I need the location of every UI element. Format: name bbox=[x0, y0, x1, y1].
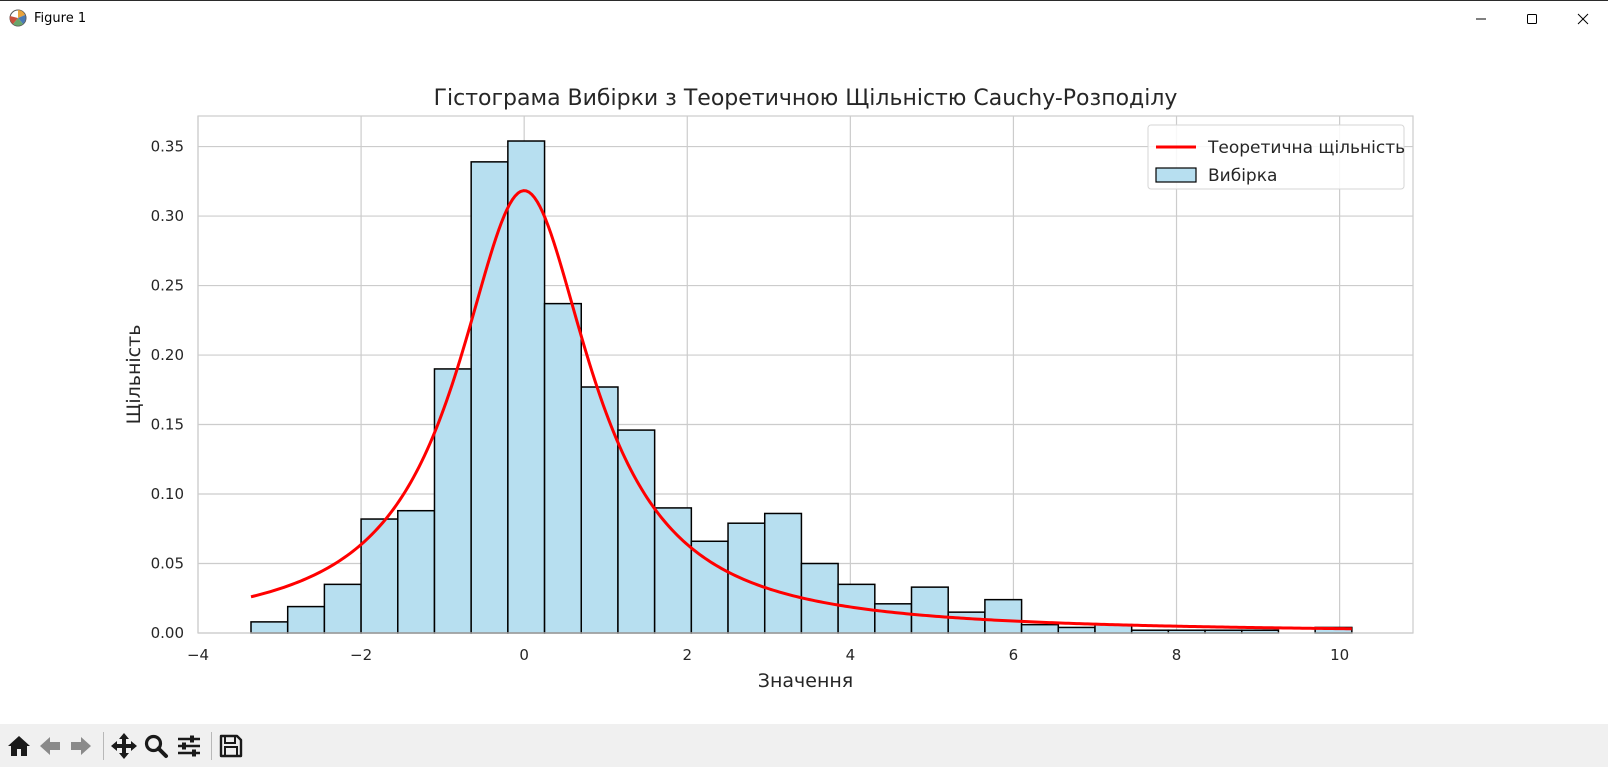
legend-patch-swatch bbox=[1155, 167, 1197, 183]
x-tick-label: 4 bbox=[846, 646, 856, 664]
tick-labels: −4 −2 0 2 4 6 8 10 0.00 0.05 0.10 0.15 0.20 0.25 0.30 0… bbox=[151, 138, 1350, 664]
histogram-bar bbox=[690, 540, 729, 634]
minimize-icon bbox=[1476, 18, 1486, 20]
histogram-bar bbox=[874, 603, 913, 634]
legend: Теоретична щільність Вибірка bbox=[1147, 124, 1405, 190]
histogram-bars bbox=[250, 140, 1353, 634]
pan-button[interactable] bbox=[109, 731, 139, 761]
x-tick-label: 10 bbox=[1330, 646, 1349, 664]
histogram-bar bbox=[433, 368, 472, 634]
axes-frame bbox=[197, 115, 1414, 634]
histogram-bar bbox=[580, 386, 619, 634]
histogram-bar bbox=[543, 302, 583, 634]
histogram-bar bbox=[1057, 626, 1096, 634]
y-tick-label: 0.15 bbox=[151, 416, 184, 434]
histogram-bar bbox=[323, 583, 362, 634]
matplotlib-icon bbox=[9, 9, 27, 27]
histogram-bar bbox=[397, 509, 436, 634]
density-curve bbox=[250, 189, 1352, 631]
legend-curve-label: Теоретична щільність bbox=[1207, 138, 1405, 158]
figure-canvas[interactable]: −4 −2 0 2 4 6 8 10 0.00 0.05 0.10 0.15 0.20 0.25 0.30 0… bbox=[0, 36, 1608, 724]
forward-button[interactable] bbox=[66, 731, 96, 761]
toolbar-separator bbox=[211, 732, 212, 760]
maximize-button[interactable] bbox=[1507, 1, 1557, 37]
histogram-bar bbox=[617, 429, 656, 634]
legend-histogram-label: Вибірка bbox=[1208, 166, 1277, 186]
x-tick-label: 6 bbox=[1009, 646, 1019, 664]
legend-box bbox=[1147, 124, 1405, 190]
histogram-bar bbox=[286, 605, 326, 634]
x-tick-label: 2 bbox=[682, 646, 692, 664]
y-tick-label: 0.35 bbox=[151, 138, 184, 156]
x-axis-label: Значення bbox=[758, 670, 853, 692]
chart-title: Гістограма Вибірки з Теоретичною Щільніс… bbox=[434, 86, 1178, 111]
save-icon bbox=[219, 734, 243, 758]
density-curve-layer bbox=[250, 189, 1352, 631]
y-tick-label: 0.20 bbox=[151, 346, 184, 364]
y-tick-label: 0.05 bbox=[151, 555, 184, 573]
y-tick-label: 0.00 bbox=[151, 624, 184, 642]
home-icon bbox=[8, 736, 30, 756]
histogram-bar bbox=[507, 140, 546, 634]
histogram-bar bbox=[727, 522, 766, 634]
pan-icon bbox=[111, 733, 137, 759]
x-tick-label: −4 bbox=[187, 646, 209, 664]
back-arrow-icon bbox=[40, 737, 60, 755]
navigation-toolbar bbox=[0, 724, 1608, 767]
forward-arrow-icon bbox=[71, 737, 91, 755]
close-button[interactable] bbox=[1558, 1, 1608, 37]
save-button[interactable] bbox=[216, 731, 246, 761]
configure-subplots-icon bbox=[178, 735, 200, 757]
y-tick-label: 0.30 bbox=[151, 207, 184, 225]
histogram-bar bbox=[947, 611, 986, 634]
histogram-bar bbox=[910, 586, 949, 634]
minimize-button[interactable] bbox=[1456, 1, 1506, 37]
zoom-button[interactable] bbox=[141, 731, 171, 761]
toolbar-separator bbox=[103, 732, 104, 760]
close-icon bbox=[1577, 13, 1589, 25]
histogram-bar bbox=[250, 621, 289, 634]
histogram-bar bbox=[763, 512, 803, 634]
x-tick-label: −2 bbox=[350, 646, 372, 664]
histogram-bar bbox=[470, 161, 509, 634]
home-button[interactable] bbox=[4, 731, 34, 761]
y-axis-label: Щільність bbox=[123, 325, 145, 425]
y-tick-label: 0.25 bbox=[151, 277, 184, 295]
y-tick-label: 0.10 bbox=[151, 485, 184, 503]
window-title: Figure 1 bbox=[34, 11, 87, 26]
back-button[interactable] bbox=[35, 731, 65, 761]
x-tick-label: 0 bbox=[519, 646, 529, 664]
histogram-bar bbox=[1020, 623, 1060, 634]
configure-subplots-button[interactable] bbox=[174, 731, 204, 761]
window-titlebar: Figure 1 bbox=[0, 0, 1608, 36]
histogram-bar bbox=[360, 518, 399, 634]
x-tick-label: 8 bbox=[1172, 646, 1182, 664]
histogram-bar bbox=[984, 598, 1023, 634]
maximize-icon bbox=[1527, 14, 1537, 24]
histogram-bar bbox=[653, 507, 693, 634]
zoom-icon bbox=[144, 734, 168, 758]
histogram-chart: −4 −2 0 2 4 6 8 10 0.00 0.05 0.10 0.15 0.20 0.25 0.30 0… bbox=[123, 86, 1414, 692]
